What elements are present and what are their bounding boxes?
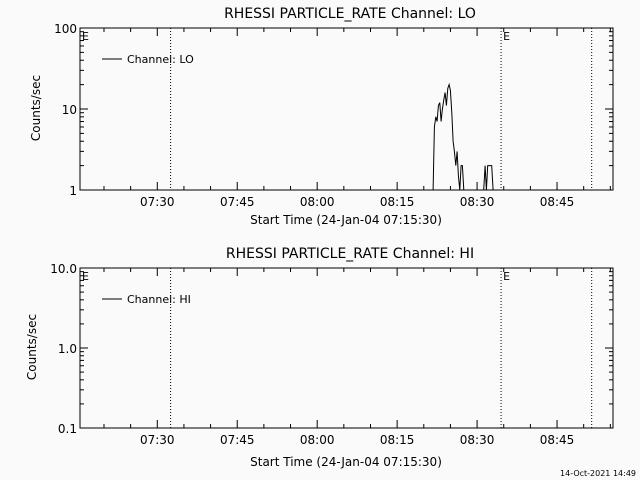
event-marker-label: E bbox=[82, 270, 89, 283]
chart-panel-lo: RHESSI PARTICLE_RATE Channel: LO Counts/… bbox=[29, 6, 614, 227]
x-tick-label: 08:45 bbox=[540, 433, 575, 447]
y-axis-label: Counts/sec bbox=[25, 314, 39, 380]
legend-label: Channel: HI bbox=[127, 293, 191, 306]
x-tick-label: 07:45 bbox=[220, 195, 255, 209]
x-axis-label: Start Time (24-Jan-04 07:15:30) bbox=[250, 455, 442, 469]
x-tick-label: 08:15 bbox=[380, 433, 415, 447]
y-tick-label: 1 bbox=[69, 184, 77, 198]
x-tick-label: 08:00 bbox=[300, 433, 335, 447]
event-marker-label: E bbox=[82, 30, 89, 43]
event-marker-label: E bbox=[503, 30, 510, 43]
timestamp: 14-Oct-2021 14:49 bbox=[560, 469, 636, 478]
legend-label: Channel: LO bbox=[127, 53, 194, 66]
y-tick-label: 10.0 bbox=[50, 262, 77, 276]
y-tick-label: 1.0 bbox=[58, 342, 77, 356]
plot-frame bbox=[79, 267, 614, 429]
y-tick-label: 0.1 bbox=[58, 422, 77, 436]
x-tick-label: 08:30 bbox=[460, 433, 495, 447]
chart-panel-hi: RHESSI PARTICLE_RATE Channel: HI Counts/… bbox=[25, 246, 614, 469]
series-line bbox=[483, 165, 494, 191]
x-tick-label: 08:45 bbox=[540, 195, 575, 209]
x-tick-label: 08:00 bbox=[300, 195, 335, 209]
y-tick-label: 10 bbox=[62, 103, 77, 117]
chart-title: RHESSI PARTICLE_RATE Channel: HI bbox=[226, 246, 474, 262]
series-line bbox=[432, 82, 467, 191]
chart-title: RHESSI PARTICLE_RATE Channel: LO bbox=[224, 6, 476, 22]
x-tick-label: 07:30 bbox=[140, 195, 175, 209]
x-tick-label: 08:15 bbox=[380, 195, 415, 209]
x-tick-label: 07:45 bbox=[220, 433, 255, 447]
x-axis-label: Start Time (24-Jan-04 07:15:30) bbox=[250, 213, 442, 227]
x-tick-label: 08:30 bbox=[460, 195, 495, 209]
y-tick-label: 100 bbox=[54, 22, 77, 36]
event-marker-label: E bbox=[503, 270, 510, 283]
x-tick-label: 07:30 bbox=[140, 433, 175, 447]
y-axis-label: Counts/sec bbox=[29, 75, 43, 141]
